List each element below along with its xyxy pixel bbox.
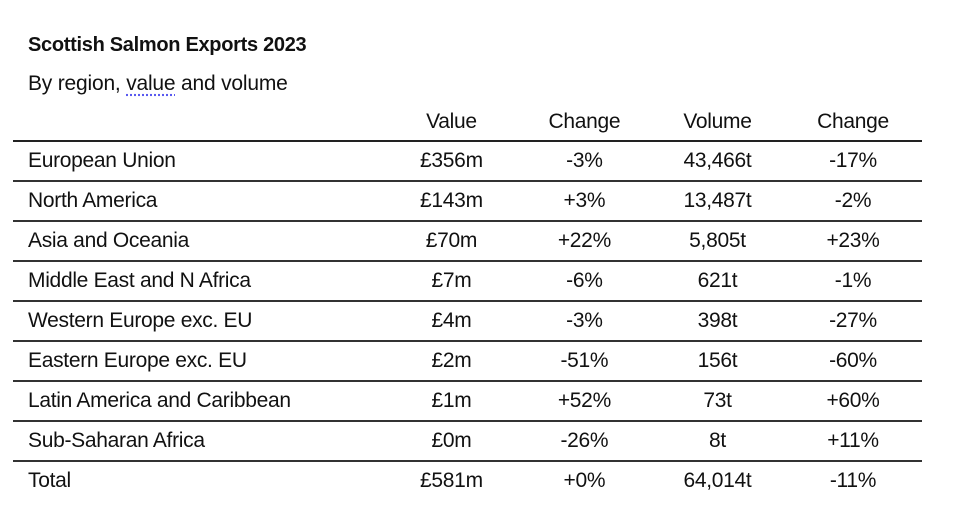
volume-change-cell: -1% xyxy=(783,261,922,302)
region-cell: North America xyxy=(13,181,385,222)
value-cell: £0m xyxy=(384,421,518,462)
region-cell: Latin America and Caribbean xyxy=(13,381,385,422)
table-row: Asia and Oceania £70m +22% 5,805t +23% xyxy=(13,221,922,262)
region-cell: European Union xyxy=(13,141,385,182)
volume-cell: 5,805t xyxy=(650,221,784,262)
volume-change-cell: +11% xyxy=(783,421,922,462)
value-cell: £1m xyxy=(384,381,518,422)
value-change-cell: -6% xyxy=(517,261,651,302)
value-change-cell: -3% xyxy=(517,301,651,342)
table-row: Eastern Europe exc. EU £2m -51% 156t -60% xyxy=(13,341,922,382)
region-cell: Middle East and N Africa xyxy=(13,261,385,302)
volume-cell: 8t xyxy=(650,421,784,462)
value-change-cell: +22% xyxy=(517,221,651,262)
volume-cell: 43,466t xyxy=(650,141,784,182)
region-cell: Total xyxy=(28,469,71,492)
header-volume: Volume xyxy=(650,104,784,142)
volume-change-cell: +60% xyxy=(783,381,922,422)
header-volume-change: Change xyxy=(783,104,922,142)
volume-change-cell: +23% xyxy=(783,221,922,262)
header-row: Value Change Volume Change xyxy=(13,104,922,142)
volume-cell: 621t xyxy=(650,261,784,302)
volume-cell: 73t xyxy=(650,381,784,422)
table-title: Scottish Salmon Exports 2023 xyxy=(28,34,307,56)
volume-cell: 398t xyxy=(650,301,784,342)
volume-cell: 156t xyxy=(650,341,784,382)
table-row: Middle East and N Africa £7m -6% 621t -1% xyxy=(13,261,922,302)
volume-change-cell: -27% xyxy=(783,301,922,342)
value-change-cell: +52% xyxy=(517,381,651,422)
region-cell: Asia and Oceania xyxy=(13,221,385,262)
value-cell: £143m xyxy=(384,181,518,222)
value-change-cell: -26% xyxy=(517,421,651,462)
region-cell: Eastern Europe exc. EU xyxy=(13,341,385,382)
region-cell: Sub-Saharan Africa xyxy=(13,421,385,462)
value-cell: £4m xyxy=(384,301,518,342)
total-row: Total £581m +0% 64,014t -11% xyxy=(13,461,922,500)
subtitle-text: By region, xyxy=(28,72,127,95)
value-cell: £356m xyxy=(384,141,518,182)
value-change-cell: +3% xyxy=(517,181,651,222)
spellcheck-underlined-word: value xyxy=(126,72,176,95)
value-change-cell: -51% xyxy=(517,341,651,382)
value-cell: £581m xyxy=(420,469,483,492)
header-region xyxy=(13,104,385,142)
table-row: Sub-Saharan Africa £0m -26% 8t +11% xyxy=(13,421,922,462)
value-change-cell: -3% xyxy=(517,141,651,182)
table-row: North America £143m +3% 13,487t -2% xyxy=(13,181,922,222)
value-cell: £2m xyxy=(384,341,518,382)
header-value: Value xyxy=(384,104,518,142)
exports-table: Value Change Volume Change European Unio… xyxy=(13,104,922,500)
header-value-change: Change xyxy=(517,104,651,142)
table-row: Latin America and Caribbean £1m +52% 73t +60… xyxy=(13,381,922,422)
table-row: European Union £356m -3% 43,466t -17% xyxy=(13,141,922,182)
volume-change-cell: -17% xyxy=(783,141,922,182)
volume-change-cell: -2% xyxy=(783,181,922,222)
value-cell: £7m xyxy=(384,261,518,302)
volume-change-cell: -11% xyxy=(829,469,877,492)
subtitle-text: and volume xyxy=(175,72,288,95)
region-cell: Western Europe exc. EU xyxy=(13,301,385,342)
volume-cell: 64,014t xyxy=(683,469,752,492)
volume-change-cell: -60% xyxy=(783,341,922,382)
value-cell: £70m xyxy=(384,221,518,262)
volume-cell: 13,487t xyxy=(650,181,784,222)
value-change-cell: +0% xyxy=(563,469,606,492)
table-row: Western Europe exc. EU £4m -3% 398t -27% xyxy=(13,301,922,342)
table-subtitle: By region, value and volume xyxy=(28,72,288,96)
